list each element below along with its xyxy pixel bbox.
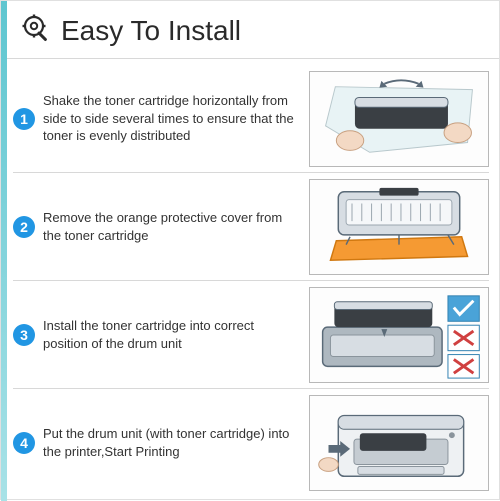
step-number: 3 (13, 324, 35, 346)
illustration-remove-cover (309, 179, 489, 275)
step-text: Install the toner cartridge into correct… (43, 317, 301, 352)
step-number: 2 (13, 216, 35, 238)
step-text: Put the drum unit (with toner cartridge)… (43, 425, 301, 460)
illustration-printer (309, 395, 489, 491)
illustration-shake (309, 71, 489, 167)
step-2: 2 Remove the orange protective cover fro… (13, 173, 489, 281)
step-text: Shake the toner cartridge horizontally f… (43, 92, 301, 145)
gear-wrench-icon (21, 13, 51, 48)
step-number: 4 (13, 432, 35, 454)
step-4: 4 Put the drum unit (with toner cartridg… (13, 389, 489, 497)
header: Easy To Install (1, 1, 499, 59)
accent-bar (1, 1, 7, 501)
step-text: Remove the orange protective cover from … (43, 209, 301, 244)
step-3: 3 Install the toner cartridge into corre… (13, 281, 489, 389)
steps-list: 1 Shake the toner cartridge horizontally… (1, 59, 499, 497)
step-number: 1 (13, 108, 35, 130)
step-1: 1 Shake the toner cartridge horizontally… (13, 65, 489, 173)
page-title: Easy To Install (61, 15, 241, 47)
illustration-install-drum (309, 287, 489, 383)
